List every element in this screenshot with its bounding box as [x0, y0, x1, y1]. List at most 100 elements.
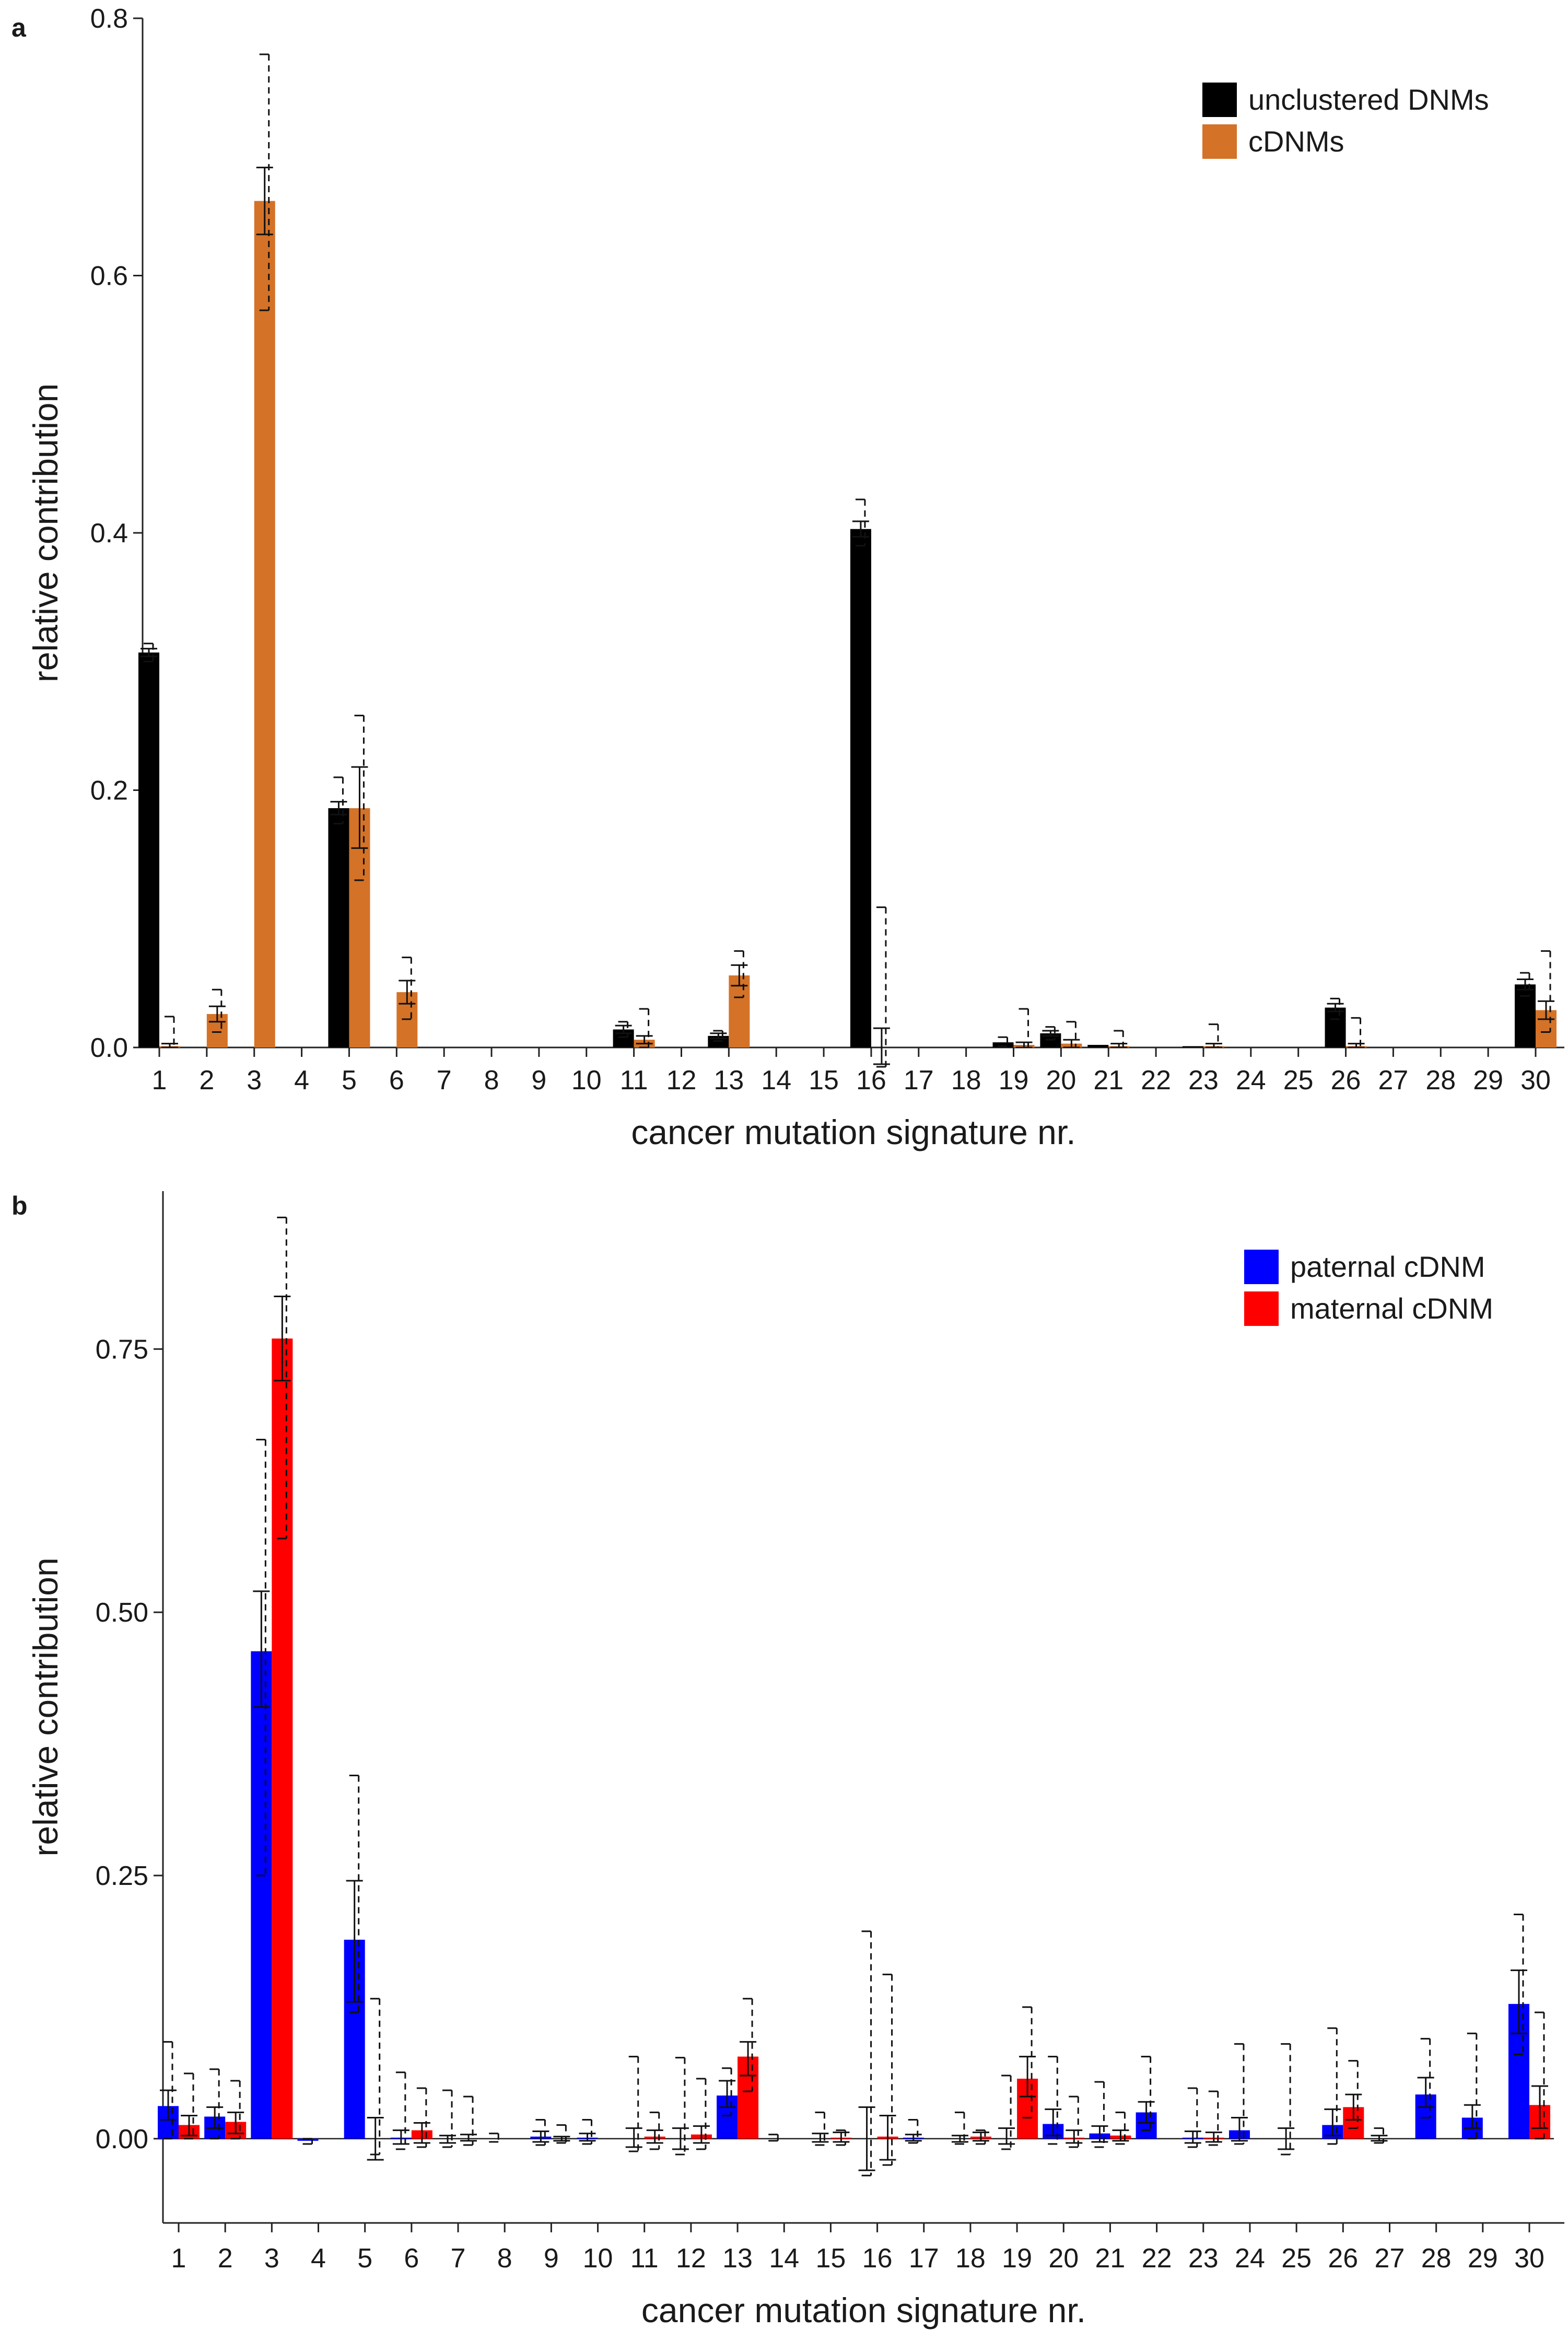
x-tick-label: 18	[951, 1065, 981, 1096]
x-tick-label: 4	[311, 2243, 326, 2274]
x-tick-label: 5	[342, 1065, 357, 1096]
x-tick-label: 6	[389, 1065, 404, 1096]
x-tick-label: 30	[1514, 2243, 1544, 2274]
x-tick-label: 26	[1331, 1065, 1361, 1096]
bar	[1182, 1046, 1203, 1047]
x-tick-label: 27	[1378, 1065, 1408, 1096]
x-tick-label: 25	[1281, 2243, 1312, 2274]
y-tick-label: 0.4	[90, 518, 128, 549]
x-tick-label: 16	[862, 2243, 893, 2274]
x-tick-label: 16	[856, 1065, 886, 1096]
y-tick-label: 0.0	[90, 1033, 128, 1063]
x-tick-label: 19	[1002, 2243, 1032, 2274]
bar	[272, 1338, 293, 2139]
bar	[251, 1651, 272, 2139]
bar	[328, 808, 349, 1047]
x-tick-label: 6	[404, 2243, 419, 2274]
bar	[297, 2138, 319, 2141]
bar	[254, 201, 275, 1047]
bar	[1515, 984, 1536, 1047]
x-tick-label: 14	[769, 2243, 799, 2274]
panel-a-chart: 0.00.20.40.60.81 2 3 4 5 6 7 8 9 10 11 12 13 14 15 16 17…	[26, 4, 1564, 1151]
x-tick-label: 28	[1425, 1065, 1456, 1096]
x-tick-label: 24	[1235, 2243, 1265, 2274]
y-tick-label: 0.00	[96, 2124, 148, 2154]
bar	[1087, 1045, 1109, 1047]
legend-label: cDNMs	[1248, 125, 1344, 158]
y-tick-label: 0.6	[90, 261, 128, 292]
x-tick-label: 8	[484, 1065, 499, 1096]
legend-label: unclustered DNMs	[1248, 83, 1489, 116]
x-tick-label: 23	[1188, 2243, 1219, 2274]
x-tick-label: 30	[1520, 1065, 1551, 1096]
x-tick-label: 9	[531, 1065, 546, 1096]
x-tick-label: 1	[152, 1065, 167, 1096]
x-tick-label: 4	[294, 1065, 309, 1096]
x-tick-label: 14	[761, 1065, 791, 1096]
x-tick-label: 21	[1095, 2243, 1126, 2274]
x-tick-label: 22	[1141, 1065, 1171, 1096]
x-axis-title: cancer mutation signature nr.	[631, 1113, 1075, 1151]
y-tick-label: 0.25	[96, 1861, 148, 1891]
x-tick-label: 26	[1328, 2243, 1358, 2274]
x-tick-label: 12	[666, 1065, 697, 1096]
x-tick-label: 2	[199, 1065, 214, 1096]
y-tick-label: 0.75	[96, 1334, 148, 1365]
bar	[992, 1042, 1014, 1047]
x-tick-label: 21	[1093, 1065, 1124, 1096]
x-tick-label: 10	[571, 1065, 602, 1096]
x-tick-label: 29	[1468, 2243, 1498, 2274]
y-tick-label: 0.50	[96, 1598, 148, 1628]
x-tick-label: 17	[904, 1065, 934, 1096]
x-tick-label: 12	[676, 2243, 706, 2274]
x-tick-label: 11	[630, 2243, 659, 2274]
x-tick-label: 27	[1375, 2243, 1405, 2274]
panel-letter-b: b	[11, 1191, 28, 1220]
x-tick-label: 9	[544, 2243, 559, 2274]
x-tick-label: 22	[1142, 2243, 1172, 2274]
x-tick-label: 17	[909, 2243, 939, 2274]
y-tick-label: 0.2	[90, 776, 128, 806]
legend-swatch	[1244, 1291, 1279, 1326]
x-tick-label: 19	[999, 1065, 1029, 1096]
x-axis-title: cancer mutation signature nr.	[641, 2291, 1086, 2330]
x-tick-label: 15	[815, 2243, 846, 2274]
legend-label: paternal cDNM	[1290, 1250, 1485, 1283]
x-tick-label: 8	[497, 2243, 512, 2274]
x-tick-label: 11	[620, 1065, 648, 1096]
x-tick-label: 28	[1421, 2243, 1452, 2274]
x-tick-label: 10	[583, 2243, 613, 2274]
x-tick-label: 15	[809, 1065, 839, 1096]
y-axis-title: relative contribution	[26, 383, 65, 682]
legend-swatch	[1202, 124, 1237, 159]
y-tick-label: 0.8	[90, 4, 128, 34]
series-maternal-cdnm	[179, 1216, 1550, 2166]
bar	[729, 975, 750, 1047]
x-tick-label: 25	[1283, 1065, 1314, 1096]
x-tick-label: 23	[1188, 1065, 1219, 1096]
x-tick-label: 1	[171, 2243, 186, 2274]
x-tick-label: 5	[357, 2243, 372, 2274]
legend-swatch	[1202, 83, 1237, 117]
panel-b-chart: 0.00 0.25 0.50 0.75 1 2 3 4 5 6 7 8 9 10 11 12 13 14 15 16 1…	[26, 1191, 1564, 2330]
x-tick-label: 7	[437, 1065, 452, 1096]
series-unclustered-dnms	[138, 498, 1536, 1047]
legend-label: maternal cDNM	[1290, 1292, 1493, 1325]
x-tick-label: 13	[722, 2243, 753, 2274]
x-tick-label: 13	[713, 1065, 744, 1096]
x-tick-label: 3	[264, 2243, 279, 2274]
x-tick-label: 7	[451, 2243, 466, 2274]
x-tick-label: 24	[1236, 1065, 1266, 1096]
x-tick-label: 20	[1048, 2243, 1079, 2274]
series-paternal-cdnm	[158, 1439, 1529, 2176]
bar	[1325, 1007, 1346, 1047]
bar	[138, 653, 159, 1047]
panel-letter-a: a	[11, 13, 27, 42]
x-tick-label: 18	[955, 2243, 986, 2274]
y-axis-title: relative contribution	[26, 1557, 65, 1856]
x-tick-label: 29	[1473, 1065, 1503, 1096]
series-cdnms	[159, 53, 1557, 1068]
bar	[850, 529, 871, 1047]
